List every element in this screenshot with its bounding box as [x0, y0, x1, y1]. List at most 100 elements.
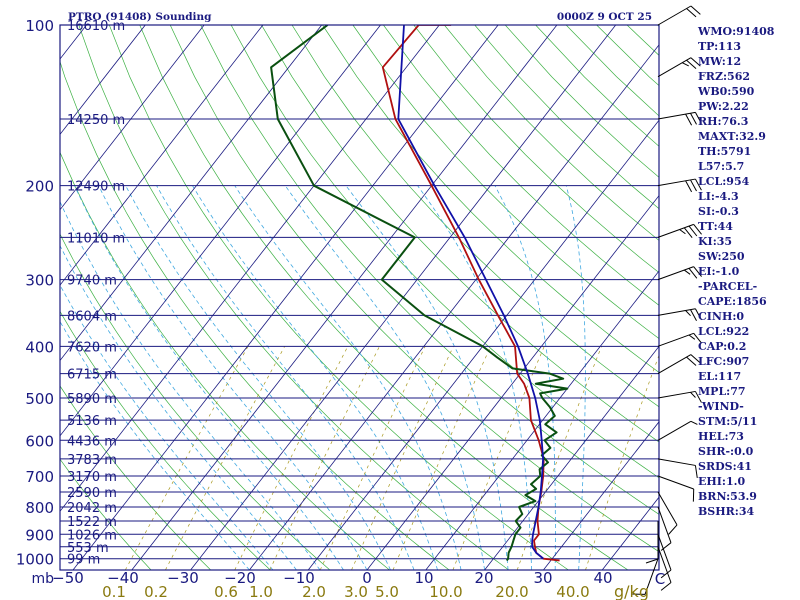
moist-adiabat-line	[60, 320, 250, 570]
mixing-ratio-line	[351, 346, 454, 570]
height-level-label: 5890 m	[67, 392, 117, 407]
isotherm-line	[60, 25, 381, 437]
mixing-ratio-line	[165, 346, 286, 570]
height-level-label: 99 m	[67, 553, 100, 568]
height-level-label: 11010 m	[67, 231, 125, 246]
pressure-tick-label: 300	[25, 272, 54, 290]
wind-barb	[645, 521, 659, 564]
wind-barb	[657, 111, 702, 126]
height-level-label: 7620 m	[67, 340, 117, 355]
temperature-tick-label: 10	[414, 569, 433, 587]
moist-adiabat-line	[60, 284, 274, 570]
sounding-index: L57:5.7	[698, 160, 744, 173]
height-level-label: 8604 m	[67, 309, 117, 324]
temperature-tick-label: 30	[533, 569, 552, 587]
height-level-label: 14250 m	[67, 113, 125, 128]
isotherm-line	[60, 25, 205, 211]
sounding-index: SRDS:41	[698, 460, 752, 473]
wind-barb	[657, 57, 701, 78]
sounding-index: LFC:907	[698, 355, 749, 368]
temperature-tick-label: −50	[52, 569, 84, 587]
wind-barb	[657, 390, 702, 403]
sounding-index: BRN:53.9	[698, 490, 757, 503]
dry-adiabat-line	[291, 25, 659, 408]
moist-adiabat-line	[98, 185, 368, 570]
mixing-ratio-line	[269, 346, 380, 570]
height-level-label: 1026 m	[67, 528, 117, 543]
height-level-label: 1522 m	[67, 515, 117, 530]
temperature-tick-label: 40	[593, 569, 612, 587]
height-level-label: 3170 m	[67, 470, 117, 485]
dry-adiabat-line	[200, 25, 659, 515]
temperature-tick-label: −10	[283, 569, 315, 587]
mixing-ratio-unit-label: g/kg	[614, 582, 649, 600]
wind-axis-marker: C	[655, 570, 665, 588]
sounding-index: LCL:922	[698, 325, 749, 338]
wind-barb	[657, 308, 702, 321]
wind-barb	[657, 475, 695, 502]
isotherm-line	[60, 25, 440, 512]
mixing-ratio-tick-label: 0.2	[144, 583, 168, 600]
sounding-index: -WIND-	[698, 400, 744, 413]
pressure-tick-label: 400	[25, 338, 54, 356]
dry-adiabat-line	[230, 25, 659, 479]
sounding-index: SHR-:0.0	[698, 445, 754, 458]
dry-adiabat-line	[261, 25, 659, 443]
sounding-index: LI:-4.3	[698, 190, 739, 203]
isotherm-line	[60, 25, 264, 286]
sounding-index: CAPE:1856	[698, 295, 767, 308]
temperature-tick-label: 0	[362, 569, 372, 587]
height-level-label: 9740 m	[67, 274, 117, 289]
moist-adiabat-line	[156, 185, 415, 570]
parcel-trace	[397, 25, 544, 560]
temperature-tick-label: −30	[167, 569, 199, 587]
dry-adiabat-line	[352, 25, 659, 339]
moist-adiabat-line	[565, 185, 586, 570]
mixing-ratio-tick-label: 2.0	[302, 583, 326, 600]
height-level-label: 3783 m	[67, 453, 117, 468]
isotherm-line	[249, 44, 659, 570]
mixing-ratio-tick-label: 10.0	[429, 583, 462, 600]
height-level-label: 6715 m	[67, 368, 117, 383]
isotherm-line	[484, 345, 659, 570]
mixing-ratio-tick-label: 40.0	[556, 583, 589, 600]
pressure-tick-label: 800	[25, 499, 54, 517]
pressure-tick-label: 200	[25, 178, 54, 196]
sounding-index: RH:76.3	[698, 115, 748, 128]
sounding-index: EL:117	[698, 370, 741, 383]
wind-barb	[657, 420, 698, 441]
dry-adiabat-line	[60, 310, 271, 570]
wind-barb	[657, 223, 702, 239]
sounding-index: KI:35	[698, 235, 732, 248]
mixing-ratio-tick-label: 20.0	[495, 583, 528, 600]
mixing-ratio-tick-label: 5.0	[375, 583, 399, 600]
temperature-tick-label: −20	[224, 569, 256, 587]
mixing-ratio-tick-label: 1.0	[249, 583, 273, 600]
sounding-index: WMO:91408	[697, 25, 775, 38]
wind-barb	[657, 5, 701, 26]
isotherm-line	[543, 421, 659, 570]
pressure-tick-label: 600	[25, 432, 54, 450]
moist-adiabat-line	[125, 185, 391, 570]
sounding-index: EI:-1.0	[698, 265, 740, 278]
pressure-tick-label: 1000	[16, 551, 54, 569]
height-level-label: 553 m	[67, 541, 109, 556]
wind-barb	[657, 458, 698, 479]
mixing-ratio-tick-label: 3.0	[344, 583, 368, 600]
mixing-ratio-line	[452, 346, 545, 570]
sounding-index: MW:12	[698, 55, 741, 68]
dry-adiabat-line	[60, 60, 450, 570]
moist-adiabat-line	[192, 185, 438, 570]
mixing-ratio-line	[516, 346, 602, 570]
sounding-index: CAP:0.2	[698, 340, 746, 353]
isotherm-line	[60, 25, 146, 136]
moist-adiabat-line	[234, 185, 462, 570]
sounding-index: SI:-0.3	[698, 205, 739, 218]
dry-adiabat-line	[169, 25, 659, 553]
isotherm-line	[425, 270, 659, 570]
sounding-index: STM:5/11	[698, 415, 757, 428]
moist-adiabat-line	[417, 185, 532, 570]
sounding-index: TP:113	[698, 40, 741, 53]
isotherm-line	[366, 194, 659, 570]
wind-barb	[657, 534, 672, 579]
